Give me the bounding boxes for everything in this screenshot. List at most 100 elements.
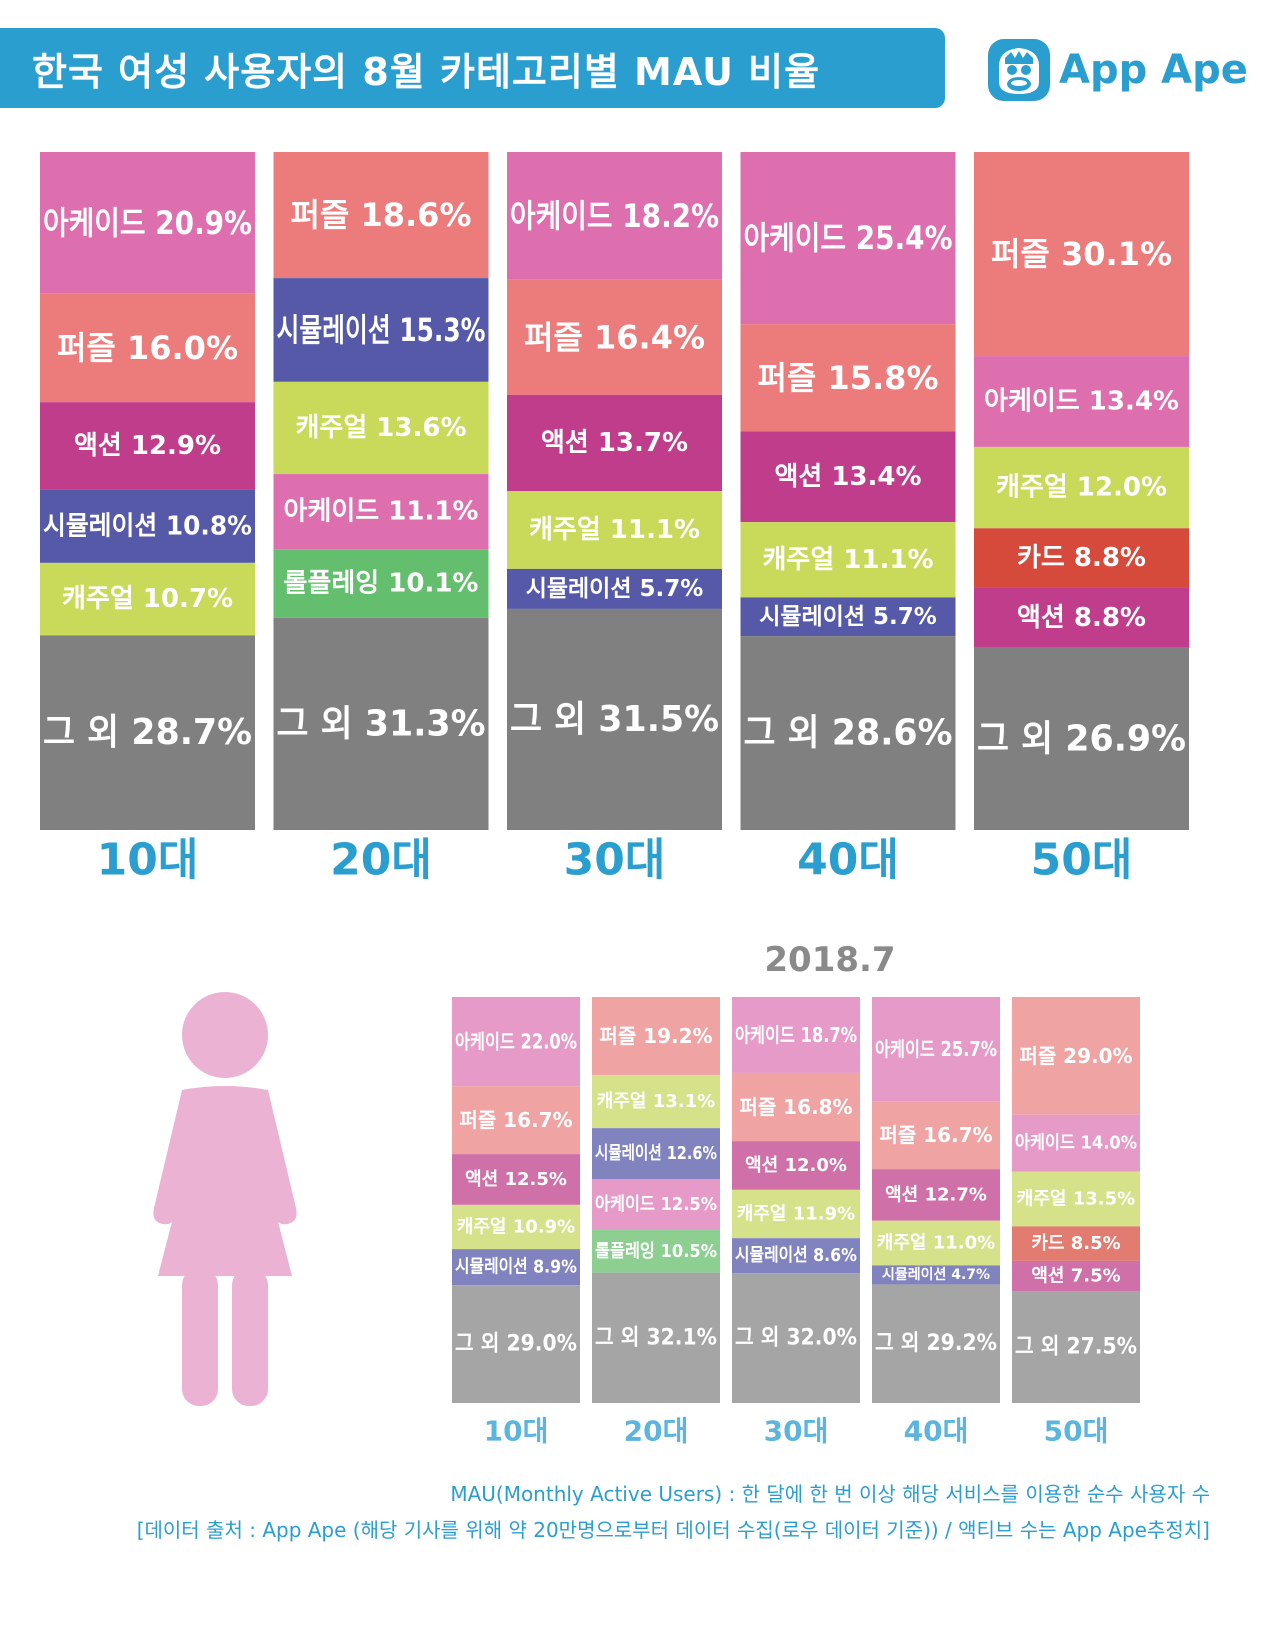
aug-segment-label: 그 외 31.5% [510, 699, 719, 740]
page-title: 한국 여성 사용자의 8월 카테고리별 MAU 비율 [32, 49, 821, 94]
jul-segment [1012, 997, 1140, 1115]
aug-segment-label: 캐주얼 12.0% [996, 473, 1167, 503]
jul-segment [592, 1179, 720, 1231]
previous-period-title: 2018.7 [764, 940, 896, 980]
jul-segment [1012, 1291, 1140, 1403]
jul-segment [872, 1101, 1000, 1170]
jul-segment [872, 1265, 1000, 1285]
jul-segment-label: 그 외 32.1% [595, 1325, 717, 1350]
jul-segment-label: 그 외 27.5% [1015, 1335, 1137, 1360]
aug-segment [740, 152, 956, 325]
jul-segment-label: 캐주얼 13.1% [597, 1091, 715, 1112]
jul-segment-label: 퍼즐 16.7% [879, 1123, 992, 1147]
data-source-note: [데이터 출처 : App Ape (해당 기사를 위해 약 20만명으로부터 … [136, 1518, 1210, 1542]
woman-figure-icon [153, 992, 297, 1406]
jul-segment-label: 아케이드 14.0% [1015, 1133, 1137, 1154]
jul-segment-label: 시뮬레이션 8.6% [735, 1245, 857, 1266]
jul-segment [732, 1189, 860, 1239]
aug-segment [740, 597, 956, 637]
jul-segment [452, 1249, 580, 1286]
jul-segment-label: 그 외 32.0% [735, 1326, 857, 1351]
jul-segment [452, 1154, 580, 1205]
jul-segment-label: 퍼즐 16.7% [459, 1108, 572, 1132]
aug-segment [507, 568, 722, 609]
jul-segment [872, 1220, 1000, 1266]
jul-segment [452, 1086, 580, 1155]
aug-segment [40, 293, 255, 403]
aug-segment [273, 152, 489, 279]
jul-segment-label: 아케이드 25.7% [875, 1037, 997, 1061]
jul-segment [452, 1285, 580, 1403]
aug-segment-label: 액션 13.4% [774, 462, 921, 492]
aug-segment [507, 491, 722, 569]
aug-segment-label: 시뮬레이션 5.7% [759, 604, 937, 630]
jul-segment-label: 카드 8.5% [1031, 1233, 1120, 1254]
aug-segment-label: 시뮬레이션 10.8% [43, 511, 252, 541]
jul-segment [732, 1141, 860, 1190]
aug-segment [40, 635, 255, 830]
jul-segment [872, 997, 1000, 1102]
aug-segment [740, 324, 956, 432]
aug-segment-label: 캐주얼 10.7% [62, 584, 233, 614]
aug-segment [40, 152, 255, 294]
jul-segment [1012, 1226, 1140, 1261]
jul-segment [732, 1273, 860, 1403]
aug-segment [507, 608, 722, 830]
aug-segment [740, 522, 956, 598]
logo-text: App Ape [1059, 47, 1248, 93]
aug-segment [507, 394, 722, 491]
jul-segment [452, 997, 580, 1087]
jul-segment-label: 액션 7.5% [1031, 1266, 1120, 1287]
aug-segment-label: 아케이드 11.1% [284, 497, 479, 527]
aug-segment [974, 152, 1189, 357]
aug-segment [740, 636, 956, 830]
aug-age-label: 20대 [330, 835, 432, 886]
aug-segment-label: 그 외 31.3% [277, 703, 486, 744]
aug-segment-label: 액션 8.8% [1017, 603, 1146, 633]
jul-segment [732, 997, 860, 1073]
aug-segment-label: 퍼즐 16.4% [524, 318, 705, 356]
aug-segment [40, 562, 255, 636]
aug-segment [273, 549, 489, 618]
jul-segment-label: 롤플레잉 10.5% [595, 1241, 717, 1262]
app-ape-logo: App Ape [985, 30, 1255, 110]
aug-segment [974, 356, 1189, 447]
jul-segment-label: 캐주얼 11.9% [737, 1204, 855, 1225]
main-stacked-bar-chart: 아케이드 20.9% 퍼즐 16.0% 액션 12.9% 시뮬레이션 10.8% 캐주얼… [40, 152, 1189, 886]
jul-segment [592, 997, 720, 1075]
jul-age-label: 10대 [484, 1415, 549, 1448]
jul-segment-label: 퍼즐 16.8% [739, 1095, 852, 1119]
jul-segment [1012, 1260, 1140, 1292]
aug-segment-label: 퍼즐 30.1% [991, 235, 1172, 273]
aug-segment [273, 474, 489, 550]
jul-segment-label: 그 외 29.0% [455, 1332, 577, 1357]
aug-segment [507, 152, 722, 280]
aug-segment-label: 그 외 26.9% [977, 718, 1186, 759]
aug-segment-label: 아케이드 13.4% [984, 387, 1179, 417]
jul-segment-label: 액션 12.5% [465, 1169, 567, 1190]
jul-segment-label: 퍼즐 29.0% [1019, 1044, 1132, 1068]
aug-segment [273, 278, 489, 382]
title-banner: 한국 여성 사용자의 8월 카테고리별 MAU 비율 [0, 28, 945, 108]
aug-segment [40, 402, 255, 490]
jul-segment [732, 1238, 860, 1274]
aug-age-label: 40대 [797, 835, 899, 886]
jul-segment [592, 1272, 720, 1403]
aug-segment-label: 퍼즐 18.6% [290, 196, 471, 234]
mau-definition-note: MAU(Monthly Active Users) : 한 달에 한 번 이상 … [450, 1482, 1210, 1506]
jul-segment-label: 액션 12.0% [745, 1155, 847, 1176]
jul-segment-label: 시뮬레이션 4.7% [882, 1266, 990, 1283]
ape-face-icon [988, 39, 1050, 101]
aug-segment [273, 617, 489, 830]
jul-age-label: 50대 [1044, 1415, 1109, 1448]
jul-segment-label: 캐주얼 10.9% [457, 1216, 575, 1237]
aug-age-label: 50대 [1031, 835, 1133, 886]
aug-segment-label: 퍼즐 16.0% [57, 329, 238, 367]
aug-segment-label: 아케이드 25.4% [744, 219, 953, 257]
aug-segment [273, 381, 489, 475]
aug-segment-label: 캐주얼 13.6% [295, 413, 466, 443]
jul-segment-label: 그 외 29.2% [875, 1331, 997, 1356]
aug-segment [974, 587, 1189, 648]
aug-segment-label: 카드 8.8% [1017, 543, 1146, 573]
